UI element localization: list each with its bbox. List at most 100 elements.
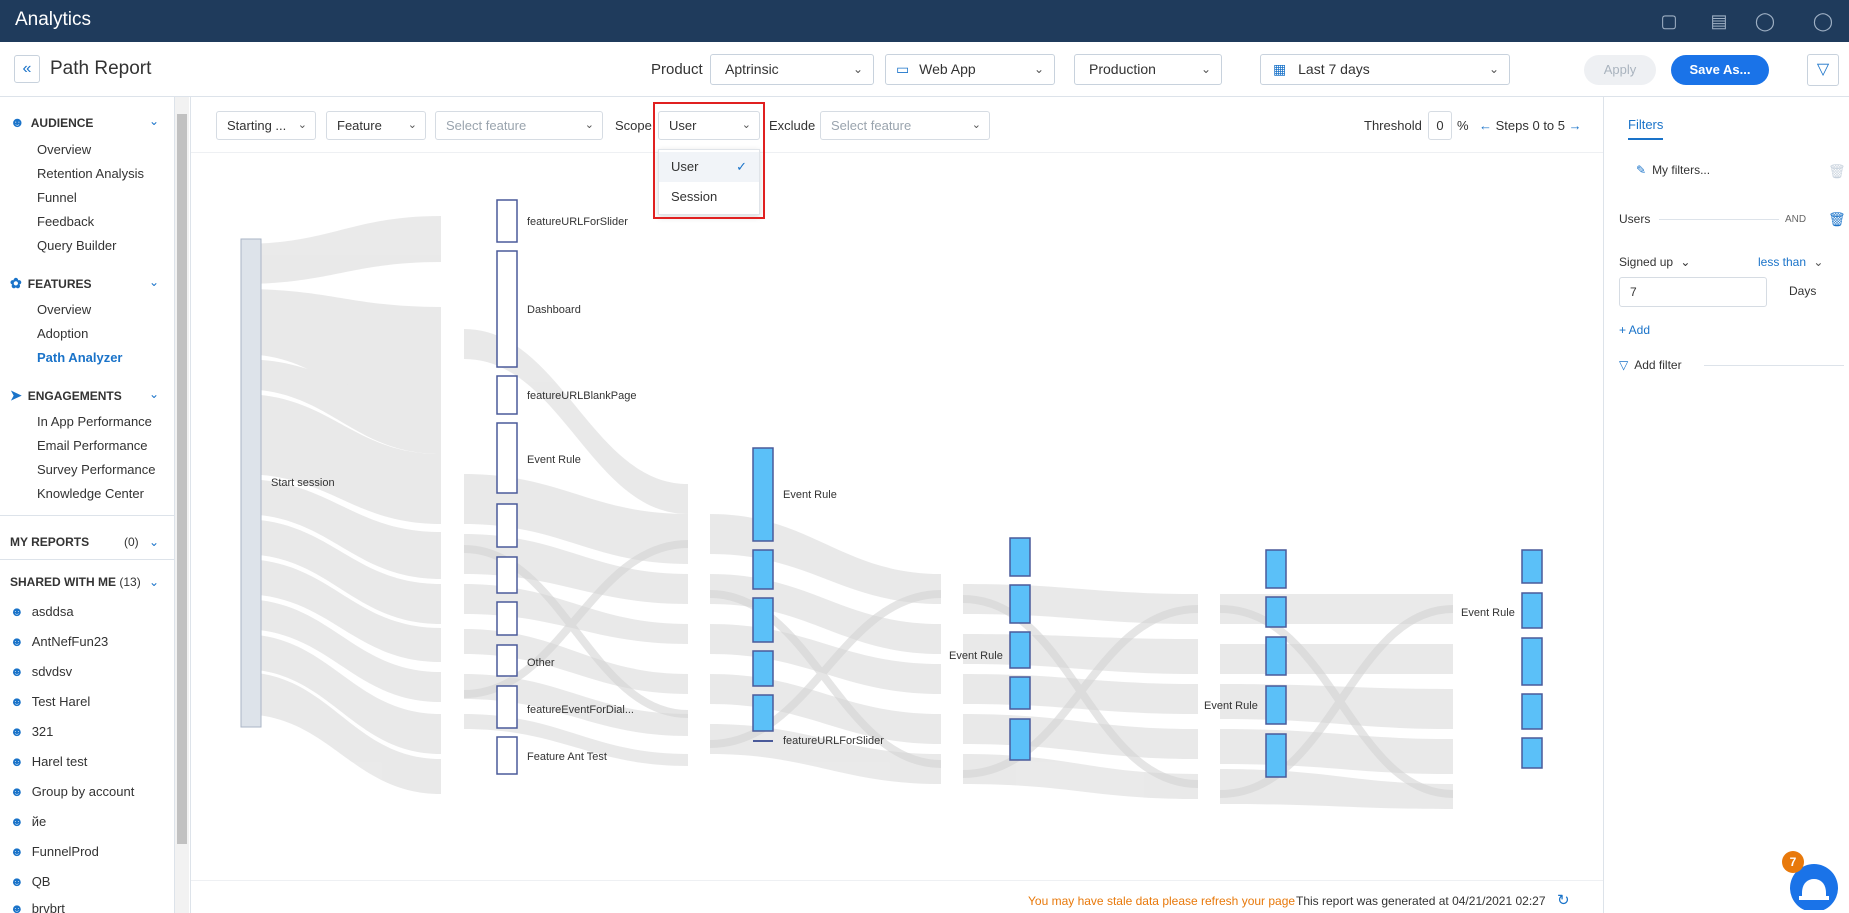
sidebar-section-features[interactable]: ✿ FEATURES: [10, 275, 92, 292]
save-as-button[interactable]: Save As...: [1671, 55, 1769, 85]
node-step4[interactable]: [1265, 733, 1287, 778]
node-step3[interactable]: [1009, 718, 1031, 761]
sidebar-scrollbar[interactable]: [175, 97, 189, 913]
app-select[interactable]: ▭ Web App ⌄: [885, 54, 1055, 85]
node-step4[interactable]: [1265, 636, 1287, 676]
node-start-session[interactable]: [240, 238, 262, 728]
sidebar-section-audience[interactable]: ☻ AUDIENCE: [10, 114, 93, 130]
refresh-icon[interactable]: ↻: [1557, 892, 1570, 909]
sidebar-item-in-app-performance[interactable]: In App Performance: [37, 414, 152, 429]
node-step4[interactable]: [1265, 549, 1287, 589]
chevron-down-icon[interactable]: ⌄: [149, 387, 160, 401]
user-profile-icon[interactable]: ◯: [1812, 11, 1834, 31]
node-event-rule[interactable]: [496, 422, 518, 494]
node-step2[interactable]: [752, 549, 774, 590]
environment-select[interactable]: Production ⌄: [1074, 54, 1222, 85]
my-filters-link[interactable]: ✎ My filters...: [1636, 163, 1710, 177]
node-step3[interactable]: [1009, 631, 1031, 669]
collapse-sidebar-button[interactable]: «: [14, 55, 40, 83]
node-step3[interactable]: [1009, 584, 1031, 624]
shared-report-item[interactable]: ☻ Test Harel: [10, 694, 90, 709]
sidebar-item-knowledge-center[interactable]: Knowledge Center: [37, 486, 144, 501]
sidebar-item-query-builder[interactable]: Query Builder: [37, 238, 117, 253]
exclude-select[interactable]: Select feature ⌄: [820, 111, 990, 140]
node-feature-ant-test[interactable]: [496, 736, 518, 775]
shared-report-item[interactable]: ☻ Group by account: [10, 784, 134, 799]
signed-up-select[interactable]: Signed up ⌄: [1619, 255, 1690, 269]
node-step3[interactable]: [1009, 676, 1031, 710]
scope-select[interactable]: User ⌄: [658, 111, 760, 140]
product-select[interactable]: Aptrinsic ⌄: [710, 54, 874, 85]
node-step4[interactable]: [1265, 685, 1287, 725]
chevron-down-icon[interactable]: ⌄: [149, 114, 160, 128]
scope-option-user[interactable]: User ✓: [659, 152, 759, 182]
node-other[interactable]: [496, 644, 518, 677]
apply-button[interactable]: Apply: [1584, 55, 1656, 85]
starting-point-select[interactable]: Starting ... ⌄: [216, 111, 316, 140]
node-featureurlblankpage[interactable]: [496, 375, 518, 415]
node-step3[interactable]: [1009, 537, 1031, 577]
date-range-select[interactable]: ▦ Last 7 days ⌄: [1260, 54, 1510, 85]
node-featureurlforslider[interactable]: [496, 199, 518, 243]
sidebar-section-my-reports[interactable]: MY REPORTS: [10, 535, 89, 549]
shared-report-item[interactable]: ☻ 321: [10, 724, 53, 739]
arrow-left-icon[interactable]: ←: [1479, 118, 1492, 133]
node-dashboard[interactable]: [496, 250, 518, 368]
node-step5[interactable]: [1521, 693, 1543, 730]
filter-toggle-button[interactable]: ▽: [1807, 54, 1839, 86]
book-icon[interactable]: ▤: [1710, 11, 1728, 31]
sidebar-item-retention-analysis[interactable]: Retention Analysis: [37, 166, 144, 181]
sidebar-item-survey-performance[interactable]: Survey Performance: [37, 462, 156, 477]
arrow-right-icon[interactable]: →: [1568, 118, 1582, 133]
globe-icon[interactable]: ◯: [1754, 11, 1776, 31]
shared-report-item[interactable]: ☻ brvbrt: [10, 901, 65, 913]
node-step5[interactable]: [1521, 592, 1543, 629]
shared-report-item[interactable]: ☻ QB: [10, 874, 50, 889]
days-value-input[interactable]: 7: [1619, 277, 1767, 307]
scrollbar-thumb[interactable]: [177, 114, 187, 844]
add-filter-button[interactable]: ▽ Add filter: [1619, 358, 1682, 372]
shared-report-item[interactable]: ☻ FunnelProd: [10, 844, 99, 859]
feature-select[interactable]: Select feature ⌄: [435, 111, 603, 140]
node-step1[interactable]: [496, 503, 518, 548]
trash-icon[interactable]: 🗑: [1828, 211, 1846, 227]
node-step2[interactable]: [752, 597, 774, 643]
sidebar-item-path-analyzer[interactable]: Path Analyzer: [37, 350, 123, 365]
chevron-down-icon[interactable]: ⌄: [149, 535, 160, 549]
sidebar-item-features-overview[interactable]: Overview: [37, 302, 92, 317]
node-step1[interactable]: [496, 601, 518, 636]
notification-bell-icon[interactable]: [1785, 860, 1843, 910]
operator-select[interactable]: less than ⌄: [1758, 255, 1823, 269]
shared-report-item[interactable]: ☻ Harel test: [10, 754, 87, 769]
chevron-down-icon[interactable]: ⌄: [149, 275, 160, 289]
shared-report-item[interactable]: ☻ asddsa: [10, 604, 74, 619]
node-event-rule[interactable]: [752, 447, 774, 542]
sidebar-item-overview[interactable]: Overview: [37, 142, 92, 157]
sidebar-section-engagements[interactable]: ➤ ENGAGEMENTS: [10, 387, 122, 404]
chevron-down-icon[interactable]: ⌄: [149, 575, 160, 589]
tab-filters[interactable]: Filters: [1628, 117, 1664, 140]
add-condition-button[interactable]: + Add: [1619, 323, 1651, 337]
node-step5[interactable]: [1521, 737, 1543, 769]
sidebar-item-adoption[interactable]: Adoption: [37, 326, 89, 341]
shared-report-item[interactable]: ☻ AntNefFun23: [10, 634, 108, 649]
node-step2[interactable]: [752, 694, 774, 732]
node-step5[interactable]: [1521, 637, 1543, 686]
type-select[interactable]: Feature ⌄: [326, 111, 426, 140]
scope-option-session[interactable]: Session: [659, 182, 759, 212]
sidebar-item-funnel[interactable]: Funnel: [37, 190, 77, 205]
sidebar-item-email-performance[interactable]: Email Performance: [37, 438, 148, 453]
chat-icon[interactable]: ▢: [1660, 11, 1678, 31]
node-step2[interactable]: [752, 650, 774, 687]
shared-report-item[interactable]: ☻ sdvdsv: [10, 664, 72, 679]
node-step1[interactable]: [496, 556, 518, 594]
node-step5[interactable]: [1521, 549, 1543, 584]
node-step4[interactable]: [1265, 596, 1287, 628]
node-featureeventfordial[interactable]: [496, 685, 518, 729]
threshold-input[interactable]: 0: [1428, 111, 1452, 140]
stale-data-warning[interactable]: You may have stale data please refresh y…: [1028, 894, 1296, 908]
sidebar-item-feedback[interactable]: Feedback: [37, 214, 95, 229]
shared-report-item[interactable]: ☻ йе: [10, 814, 46, 829]
trash-icon[interactable]: 🗑: [1828, 163, 1846, 179]
sidebar-section-shared-with-me[interactable]: SHARED WITH ME (13): [10, 575, 141, 589]
